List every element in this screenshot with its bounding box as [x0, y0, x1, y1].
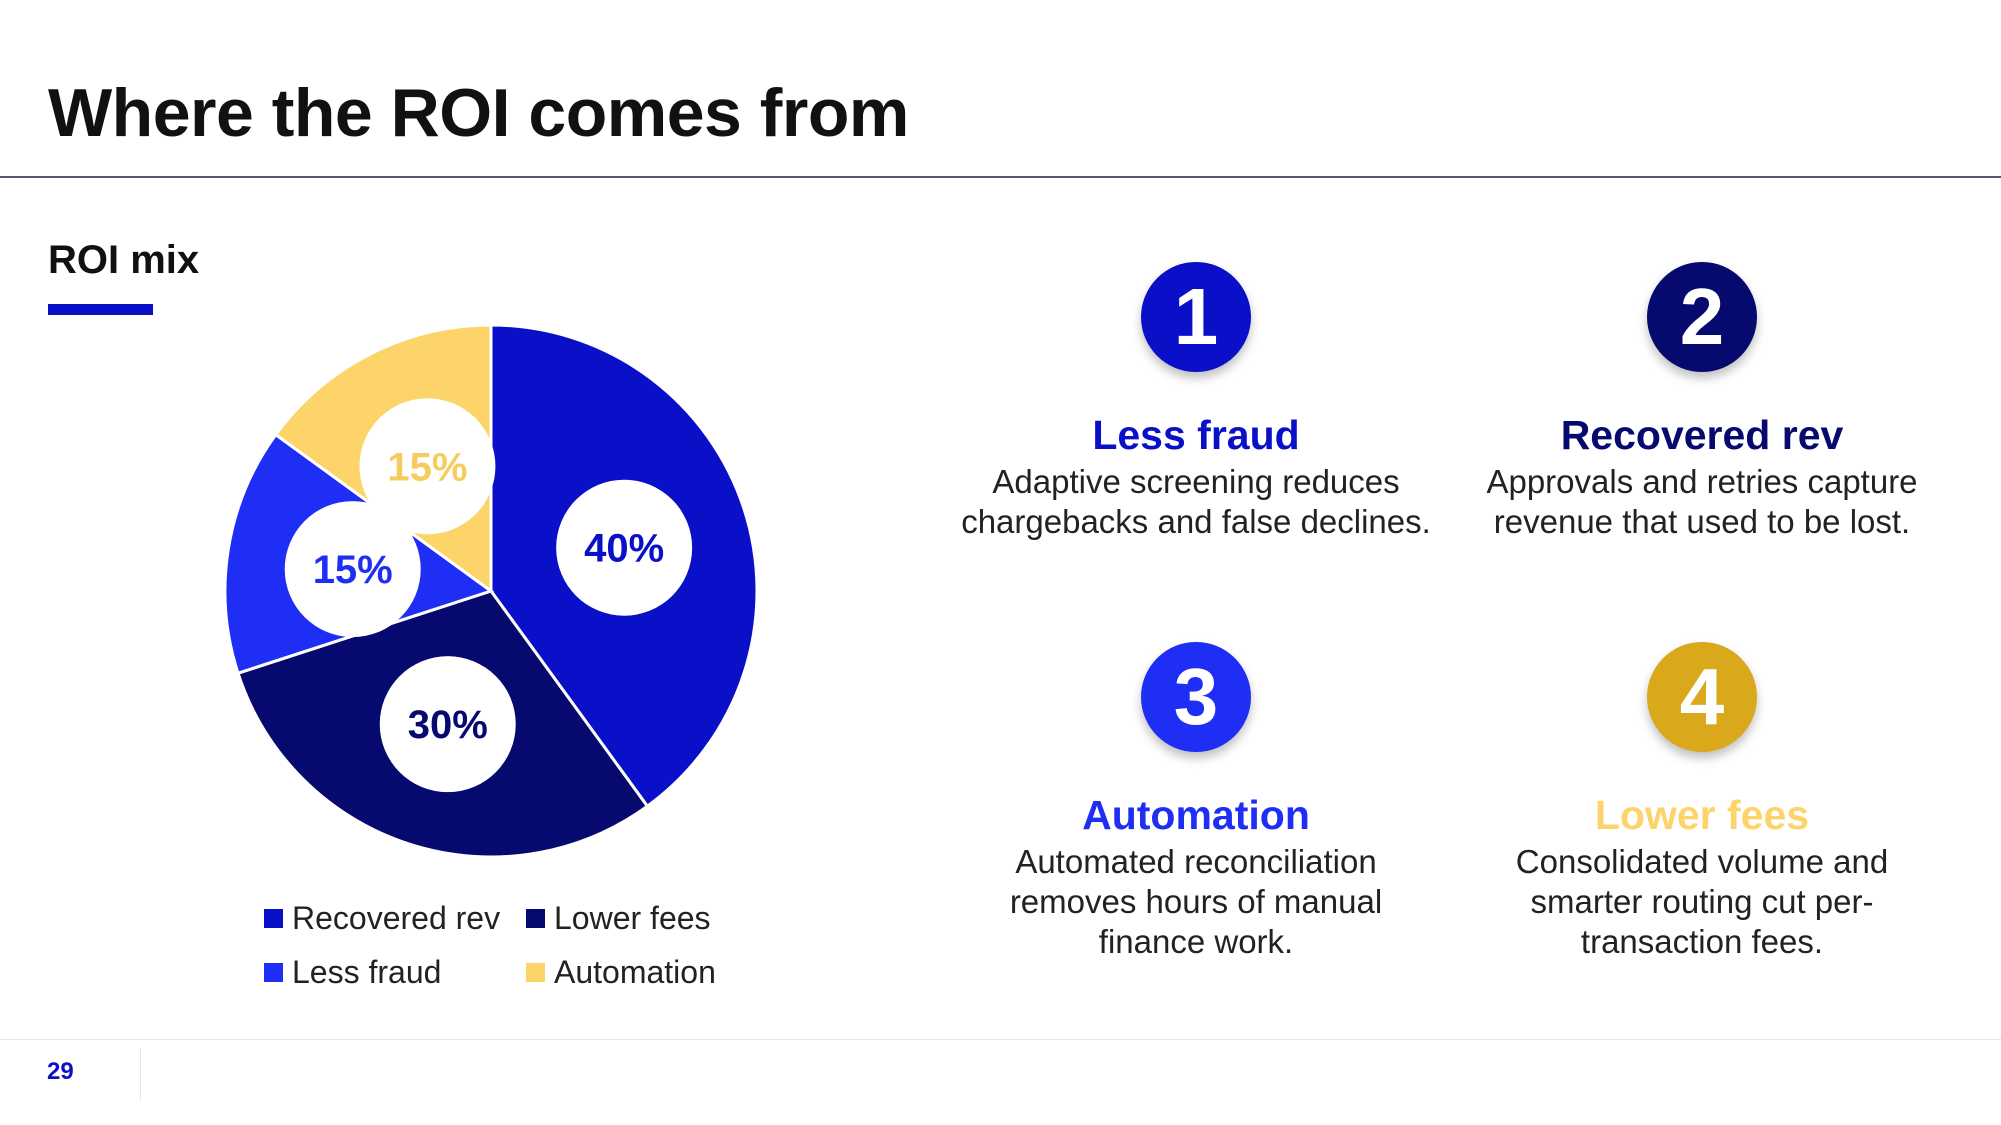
number-badge: 4	[1647, 642, 1757, 752]
legend-item-less-fraud: Less fraud	[264, 954, 441, 991]
feature-less-fraud: 1 Less fraud Adaptive screening reduces …	[961, 262, 1431, 542]
pie-label-bubble	[379, 656, 516, 793]
page-title: Where the ROI comes from	[48, 75, 909, 151]
footer-vertical-divider	[140, 1048, 141, 1100]
legend-item-automation: Automation	[526, 954, 716, 991]
feature-title: Lower fees	[1594, 792, 1810, 838]
feature-description: Approvals and retries capture revenue th…	[1486, 463, 1918, 540]
legend-item-recovered-rev: Recovered rev	[264, 900, 500, 937]
number-badge: 2	[1647, 262, 1757, 372]
legend-label: Automation	[554, 954, 716, 990]
feature-recovered-rev: 2 Recovered rev Approvals and retries ca…	[1467, 262, 1937, 542]
feature-title: Less fraud	[1092, 412, 1300, 458]
number-badge: 3	[1141, 642, 1251, 752]
legend-label: Lower fees	[554, 900, 711, 936]
feature-title: Recovered rev	[1560, 412, 1844, 458]
legend-swatch	[264, 909, 283, 928]
pie-value-label-less-fraud: 15%	[313, 548, 393, 592]
feature-description: Automated reconciliation removes hours o…	[1009, 843, 1383, 960]
pie-value-label-lower-fees: 30%	[408, 703, 488, 747]
feature-title: Automation	[1082, 792, 1310, 838]
feature-automation: 3 Automation Automated reconciliation re…	[961, 642, 1431, 962]
legend-swatch	[264, 963, 283, 982]
feature-description: Adaptive screening reduces chargebacks a…	[961, 463, 1431, 540]
legend-item-lower-fees: Lower fees	[526, 900, 711, 937]
roi-pie-chart: 40% 30% 15% 15%	[223, 323, 759, 859]
footer-divider	[0, 1039, 2001, 1040]
pie-label-bubble	[556, 479, 693, 616]
pie-value-label-recovered-rev: 40%	[584, 527, 664, 571]
page-number: 29	[47, 1058, 74, 1085]
pie-label-bubble	[359, 398, 496, 535]
legend-label: Less fraud	[292, 954, 442, 990]
pie-label-bubble	[284, 501, 421, 638]
pie-value-label-automation: 15%	[387, 445, 467, 489]
legend-swatch	[526, 963, 545, 982]
feature-lower-fees: 4 Lower fees Consolidated volume and sma…	[1467, 642, 1937, 962]
legend-swatch	[526, 909, 545, 928]
section-title: ROI mix	[48, 238, 200, 282]
title-divider	[0, 176, 2001, 178]
feature-description: Consolidated volume and smarter routing …	[1515, 843, 1889, 960]
section-accent-bar	[48, 304, 153, 315]
legend-label: Recovered rev	[292, 900, 501, 936]
number-badge: 1	[1141, 262, 1251, 372]
